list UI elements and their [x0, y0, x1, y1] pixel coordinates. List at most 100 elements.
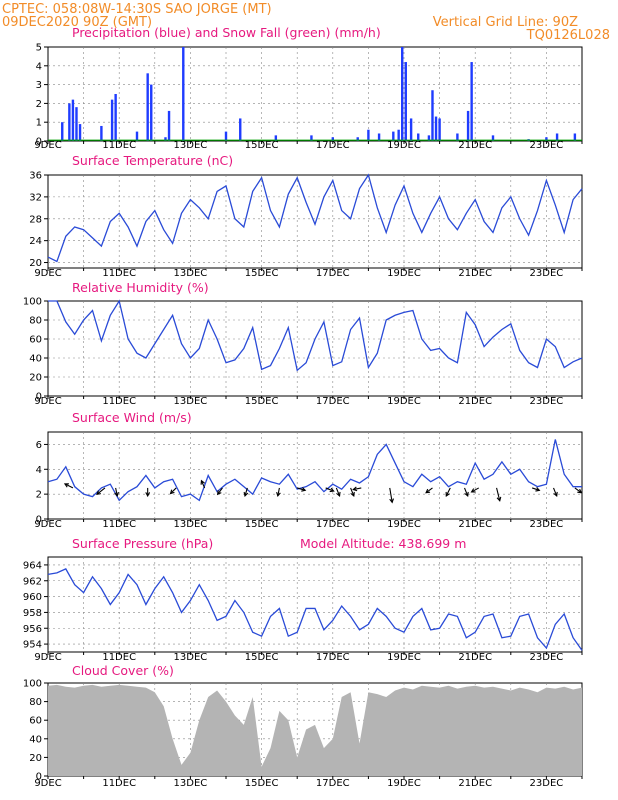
- x-tick-label: 23DEC: [530, 140, 564, 151]
- x-tick-label: 19DEC: [387, 140, 421, 151]
- y-tick-label: 100: [23, 297, 42, 308]
- y-tick-label: 0: [36, 772, 42, 783]
- wind-arrow-head: [301, 487, 307, 492]
- wind-arrow: [297, 487, 306, 491]
- y-tick-label: 0: [36, 137, 42, 148]
- panel-precip: 0 1 2 3 4 5 9DEC 11DEC 13DEC 15DEC 17DEC 19DEC 21DEC…: [34, 25, 583, 151]
- y-tick-label: 964: [23, 560, 42, 571]
- wind-arrow-head: [464, 491, 469, 497]
- y-tick-label: 20: [29, 258, 42, 269]
- panel-title: Surface Wind (m/s): [72, 410, 192, 425]
- precip-bar: [573, 133, 577, 141]
- y-tick-label: 80: [29, 316, 42, 327]
- precip-bar: [466, 110, 470, 141]
- x-tick-label: 9DEC: [34, 140, 61, 151]
- y-tick-label: 954: [23, 640, 42, 651]
- wind-arrow-head: [535, 487, 541, 492]
- x-tick-label: 21DEC: [458, 268, 492, 279]
- y-tick-label: 60: [29, 335, 42, 346]
- precip-bar: [239, 118, 242, 141]
- wind-arrow: [496, 487, 501, 501]
- x-tick-label: 19DEC: [387, 396, 421, 407]
- y-tick-label: 3: [36, 80, 42, 91]
- panel-temp: 20 24 28 32 36 9DEC 11DEC 13DEC 15DEC 17DEC 19DEC 2…: [29, 153, 583, 279]
- wind-arrow-head: [352, 486, 358, 492]
- precip-bar: [182, 47, 185, 141]
- wind-arrow: [115, 487, 118, 497]
- y-tick-label: 4: [36, 465, 42, 476]
- wind-arrow-head: [276, 491, 281, 498]
- x-tick-label: 15DEC: [245, 519, 279, 530]
- x-tick-label: 13DEC: [174, 519, 208, 530]
- precip-bar: [404, 62, 407, 141]
- x-tick-label: 15DEC: [245, 396, 279, 407]
- precip-bar: [401, 47, 404, 141]
- x-tick-label: 19DEC: [387, 778, 421, 789]
- y-tick-label: 60: [29, 716, 42, 727]
- x-tick-label: 15DEC: [245, 652, 279, 663]
- precip-bar: [409, 118, 413, 141]
- panel-wind: 0 2 4 6 9DEC 11DEC 13DEC 15DEC 17DEC 19DEC 21DEC 23…: [34, 410, 583, 530]
- y-tick-label: 2: [36, 490, 42, 501]
- x-tick-label: 11DEC: [102, 652, 136, 663]
- precip-bar: [71, 99, 75, 141]
- run-time-label: 09DEC2020 90Z (GMT): [2, 15, 152, 30]
- grid-note-label: Vertical Grid Line: 90Z: [433, 15, 578, 30]
- y-tick-label: 1: [36, 118, 42, 129]
- y-tick-label: 80: [29, 697, 42, 708]
- y-tick-label: 2: [36, 99, 42, 110]
- wind-arrow: [217, 487, 223, 495]
- x-tick-label: 17DEC: [316, 268, 350, 279]
- x-tick-label: 23DEC: [530, 519, 564, 530]
- y-tick-label: 6: [36, 440, 42, 451]
- precip-bar: [431, 90, 434, 141]
- x-tick-label: 11DEC: [102, 519, 136, 530]
- y-tick-label: 20: [29, 373, 42, 384]
- precip-bar: [470, 62, 473, 141]
- y-tick-label: 40: [29, 354, 42, 365]
- x-tick-label: 11DEC: [102, 778, 136, 789]
- wind-arrow: [353, 487, 362, 491]
- x-tick-label: 23DEC: [530, 778, 564, 789]
- x-tick-label: 15DEC: [245, 140, 279, 151]
- wind-arrow: [350, 487, 355, 497]
- y-tick-label: 24: [29, 236, 42, 247]
- wind-arrow-head: [577, 488, 583, 494]
- x-tick-label: 17DEC: [316, 652, 350, 663]
- precip-bar: [310, 135, 313, 141]
- panel-title: Relative Humidity (%): [72, 280, 209, 295]
- precip-bar: [164, 137, 167, 141]
- precip-bar: [167, 110, 171, 141]
- y-tick-label: 28: [29, 214, 42, 225]
- wind-arrow: [553, 487, 558, 497]
- wind-arrow: [445, 487, 451, 497]
- x-tick-label: 17DEC: [316, 140, 350, 151]
- wind-arrow: [200, 480, 206, 489]
- x-tick-label: 9DEC: [34, 519, 61, 530]
- x-tick-label: 13DEC: [174, 140, 208, 151]
- wind-arrow-head: [553, 491, 558, 497]
- y-tick-label: 40: [29, 734, 42, 745]
- x-tick-label: 9DEC: [34, 778, 61, 789]
- y-tick-label: 36: [29, 171, 42, 182]
- x-tick-label: 11DEC: [102, 396, 136, 407]
- wind-arrow: [277, 487, 280, 497]
- precip-bar: [331, 137, 334, 141]
- x-tick-label: 9DEC: [34, 268, 61, 279]
- y-tick-label: 956: [23, 624, 42, 635]
- wind-line: [47, 439, 582, 502]
- x-tick-label: 19DEC: [387, 652, 421, 663]
- precip-bar: [392, 131, 395, 141]
- panel-frame: [47, 431, 583, 520]
- rh-line: [48, 299, 583, 372]
- x-tick-label: 15DEC: [245, 268, 279, 279]
- y-tick-label: 5: [36, 43, 42, 54]
- model-altitude-label: Model Altitude: 438.699 m: [300, 536, 466, 551]
- wind-arrow-head: [114, 491, 119, 498]
- x-tick-label: 23DEC: [530, 396, 564, 407]
- x-tick-label: 21DEC: [458, 140, 492, 151]
- y-tick-label: 32: [29, 192, 42, 203]
- wind-arrow-head: [389, 498, 394, 504]
- y-tick-label: 958: [23, 608, 42, 619]
